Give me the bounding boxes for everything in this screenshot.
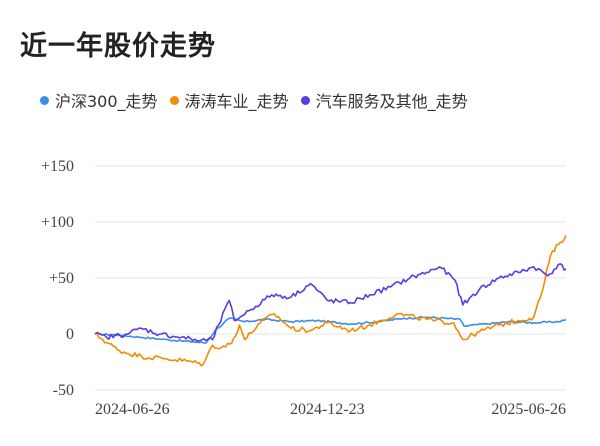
y-tick-label: 0 — [66, 326, 74, 343]
legend-item-auto-service[interactable]: 汽车服务及其他_走势 — [300, 88, 468, 112]
x-tick-label: 2025-06-26 — [491, 401, 566, 418]
x-tick-label: 2024-12-23 — [290, 401, 365, 418]
series-line-0 — [94, 315, 567, 344]
x-axis-ticks: 2024-06-26 2024-12-23 2025-06-26 — [95, 401, 566, 418]
series-line-2 — [94, 262, 567, 343]
y-tick-label: +100 — [41, 214, 74, 231]
y-tick-label: -50 — [53, 382, 74, 399]
legend-dot-hs300 — [40, 95, 49, 105]
legend-label-hs300: 沪深300_走势 — [55, 92, 158, 111]
y-tick-label: +150 — [41, 158, 74, 175]
x-tick-label: 2024-06-26 — [95, 401, 170, 418]
series-lines — [94, 235, 567, 367]
legend-item-hs300[interactable]: 沪深300_走势 — [40, 88, 158, 112]
chart-legend: 沪深300_走势 涛涛车业_走势 汽车服务及其他_走势 — [40, 88, 480, 112]
legend-dot-taotao — [169, 95, 179, 105]
grid-lines — [95, 165, 566, 391]
chart-title: 近一年股价走势 — [20, 31, 216, 62]
series-line-1 — [94, 235, 567, 367]
legend-label-taotao: 涛涛车业_走势 — [184, 92, 289, 111]
legend-dot-auto-service — [300, 95, 310, 105]
legend-label-auto-service: 汽车服务及其他_走势 — [315, 92, 468, 111]
y-axis-ticks: +150 +100 +50 0 -50 — [41, 158, 74, 399]
legend-item-taotao[interactable]: 涛涛车业_走势 — [169, 88, 289, 112]
y-tick-label: +50 — [49, 270, 74, 287]
